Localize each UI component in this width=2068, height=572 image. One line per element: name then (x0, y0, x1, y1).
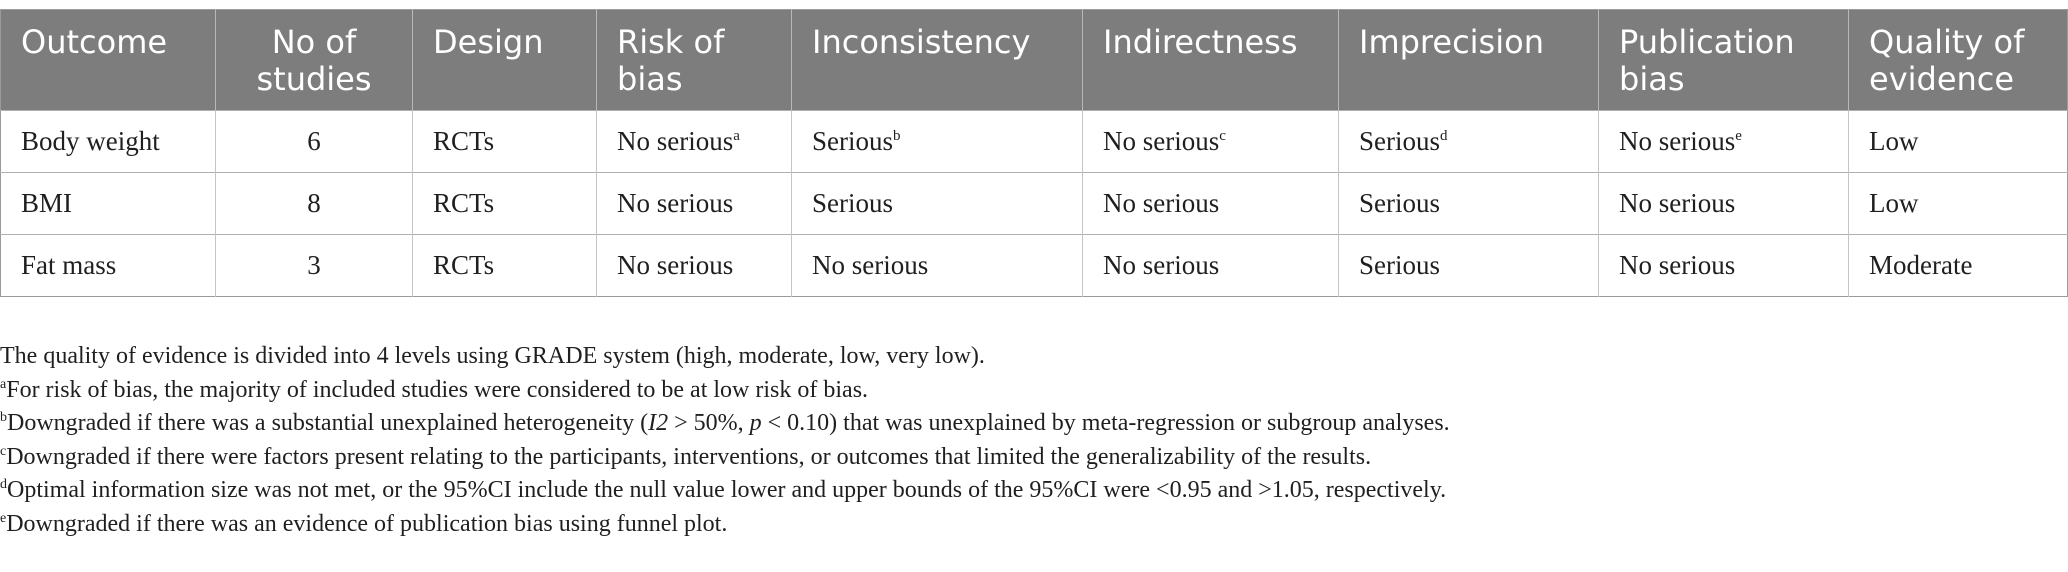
footnote-c: cDowngraded if there were factors presen… (0, 443, 1372, 470)
header-quality-of-evidence: Quality of evidence (1848, 9, 2068, 111)
cell-indirectness: No serious (1082, 172, 1339, 235)
header-publication-bias: Publication bias (1598, 9, 1849, 111)
cell-outcome: BMI (0, 172, 216, 235)
table-row: Body weight 6 RCTs No seriousa Seriousb … (0, 110, 2068, 173)
footnote-b: bDowngraded if there was a substantial u… (0, 410, 1450, 436)
footnote-main: The quality of evidence is divided into … (0, 343, 985, 369)
footnote-d: dOptimal information size was not met, o… (0, 477, 1447, 503)
footnote-mark-c: c (1219, 128, 1226, 144)
cell-risk-of-bias: No serious (596, 172, 792, 235)
cell-design: RCTs (412, 110, 597, 173)
header-risk-of-bias: Risk of bias (596, 9, 792, 111)
grade-table-container: Outcome No of studies Design Risk of bias … (0, 9, 2068, 297)
cell-design: RCTs (412, 234, 597, 297)
cell-publication-bias: No seriouse (1598, 110, 1849, 173)
table-footnotes: The quality of evidence is divided into … (0, 340, 1450, 541)
cell-imprecision: Serious (1338, 234, 1599, 297)
header-outcome: Outcome (0, 9, 216, 111)
cell-quality-of-evidence: Low (1848, 110, 2068, 173)
cell-no-of-studies: 8 (215, 172, 413, 235)
footnote-a: aFor risk of bias, the majority of inclu… (0, 376, 869, 403)
footnote-mark-b: b (893, 128, 901, 144)
cell-risk-of-bias: No seriousa (596, 110, 792, 173)
cell-no-of-studies: 6 (215, 110, 413, 173)
header-design: Design (412, 9, 597, 111)
grade-evidence-table: Outcome No of studies Design Risk of bias … (0, 9, 2068, 297)
table-header-row: Outcome No of studies Design Risk of bias … (0, 9, 2068, 111)
cell-inconsistency: No serious (791, 234, 1083, 297)
cell-inconsistency: Seriousb (791, 110, 1083, 173)
cell-indirectness: No serious (1082, 234, 1339, 297)
cell-imprecision: Serious (1338, 172, 1599, 235)
cell-publication-bias: No serious (1598, 172, 1849, 235)
cell-inconsistency: Serious (791, 172, 1083, 235)
table-row: BMI 8 RCTs No serious Serious No serious… (0, 172, 2068, 235)
cell-quality-of-evidence: Moderate (1848, 234, 2068, 297)
footnote-e: eDowngraded if there was an evidence of … (0, 510, 728, 537)
cell-imprecision: Seriousd (1338, 110, 1599, 173)
cell-outcome: Body weight (0, 110, 216, 173)
footnote-mark-d: d (1440, 128, 1448, 144)
header-inconsistency: Inconsistency (791, 9, 1083, 111)
footnote-mark-e: e (1735, 128, 1742, 144)
header-no-of-studies: No of studies (215, 9, 413, 111)
cell-no-of-studies: 3 (215, 234, 413, 297)
cell-publication-bias: No serious (1598, 234, 1849, 297)
cell-outcome: Fat mass (0, 234, 216, 297)
header-imprecision: Imprecision (1338, 9, 1599, 111)
cell-design: RCTs (412, 172, 597, 235)
table-row: Fat mass 3 RCTs No serious No serious No… (0, 234, 2068, 297)
cell-quality-of-evidence: Low (1848, 172, 2068, 235)
cell-indirectness: No seriousc (1082, 110, 1339, 173)
footnote-mark-a: a (733, 128, 740, 144)
header-indirectness: Indirectness (1082, 9, 1339, 111)
cell-risk-of-bias: No serious (596, 234, 792, 297)
